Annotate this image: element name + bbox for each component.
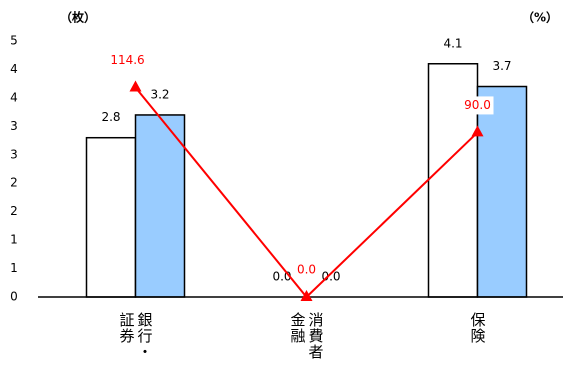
bar bbox=[476, 85, 528, 298]
y-tick-label: 3 bbox=[10, 147, 18, 161]
line-value-label: 0.0 bbox=[297, 263, 316, 277]
bar-value-label: 3.7 bbox=[492, 59, 511, 73]
bar-value-label: 4.1 bbox=[443, 36, 462, 50]
line-value-label: 90.0 bbox=[464, 98, 491, 112]
y-tick-label: 1 bbox=[10, 261, 18, 275]
y-tick-label: 3 bbox=[10, 119, 18, 133]
y-tick-label: 4 bbox=[10, 90, 18, 104]
x-tick-label: 保険 bbox=[468, 312, 487, 344]
line-value-label: 114.6 bbox=[110, 53, 144, 67]
y-tick-label: 1 bbox=[10, 233, 18, 247]
y2-axis-label: （%） bbox=[522, 10, 558, 25]
label-bg bbox=[461, 96, 494, 115]
x-tick-label: 銀行・証券 bbox=[117, 312, 154, 360]
bar-value-label: 2.8 bbox=[101, 110, 120, 124]
y-axis-label: （枚） bbox=[60, 10, 96, 25]
y-tick-label: 4 bbox=[10, 62, 18, 76]
y-tick-label: 2 bbox=[10, 204, 18, 218]
bar-value-label: 0.0 bbox=[321, 270, 340, 284]
y-tick-label: 5 bbox=[10, 34, 18, 48]
y-tick-label: 2 bbox=[10, 176, 18, 190]
line-marker bbox=[300, 290, 313, 301]
line-marker bbox=[129, 80, 142, 92]
line-marker bbox=[471, 125, 484, 137]
x-tick-label: 消費者金融 bbox=[288, 312, 325, 360]
bar bbox=[134, 114, 186, 298]
bar bbox=[85, 136, 137, 298]
y-tick-label: 0 bbox=[10, 290, 18, 304]
bar-value-label: 3.2 bbox=[150, 87, 169, 101]
